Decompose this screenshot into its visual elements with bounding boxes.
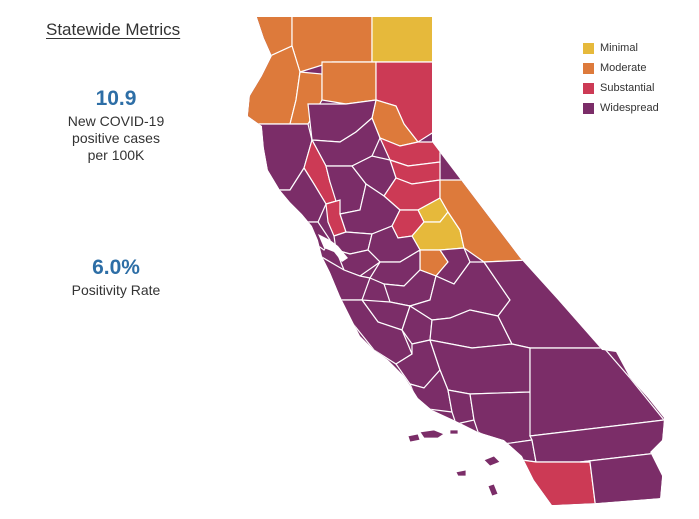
county-san-diego — [519, 459, 597, 505]
legend-label: Minimal — [600, 42, 638, 54]
case-rate-label-line: positive cases — [72, 130, 160, 146]
legend-label: Substantial — [600, 82, 655, 94]
case-rate-label-line: per 100K — [87, 147, 145, 163]
legend-item-substantial: Substantial — [583, 78, 659, 98]
island-santa-rosa — [407, 433, 421, 443]
island-san-nicolas — [455, 469, 467, 477]
case-rate-label: New COVID-19 positive cases per 100K — [40, 113, 192, 164]
legend: Minimal Moderate Substantial Widespread — [583, 38, 659, 118]
county-san-bernardino — [529, 347, 664, 437]
positivity-rate-label: Positivity Rate — [40, 282, 192, 299]
positivity-rate-label-line: Positivity Rate — [71, 282, 161, 298]
island-santa-cruz — [419, 429, 445, 439]
county-monterey — [325, 279, 413, 365]
county-los-angeles — [469, 391, 533, 445]
county-modoc — [371, 17, 441, 63]
island-catalina — [483, 455, 501, 467]
legend-item-minimal: Minimal — [583, 38, 659, 58]
metric-case-rate: 10.9 New COVID-19 positive cases per 100… — [40, 87, 192, 164]
island-san-clemente — [487, 483, 499, 497]
case-rate-label-line: New COVID-19 — [67, 113, 165, 129]
county-humboldt — [248, 45, 301, 125]
legend-swatch-moderate — [583, 62, 594, 74]
legend-swatch-minimal — [583, 42, 594, 54]
county-ventura — [447, 389, 475, 425]
sf-bay-water — [318, 234, 348, 262]
positivity-rate-value: 6.0% — [92, 256, 140, 279]
case-rate-value: 10.9 — [95, 87, 137, 110]
legend-label: Widespread — [600, 102, 659, 114]
metric-positivity-rate: 6.0% Positivity Rate — [40, 256, 192, 299]
page-title: Statewide Metrics — [46, 20, 181, 39]
county-shasta — [321, 61, 377, 105]
county-orange — [502, 439, 537, 463]
legend-item-widespread: Widespread — [583, 98, 659, 118]
legend-label: Moderate — [600, 62, 647, 74]
legend-swatch-widespread — [583, 102, 594, 114]
legend-item-moderate: Moderate — [583, 58, 659, 78]
legend-swatch-substantial — [583, 82, 594, 94]
island-anacapa — [449, 429, 459, 435]
